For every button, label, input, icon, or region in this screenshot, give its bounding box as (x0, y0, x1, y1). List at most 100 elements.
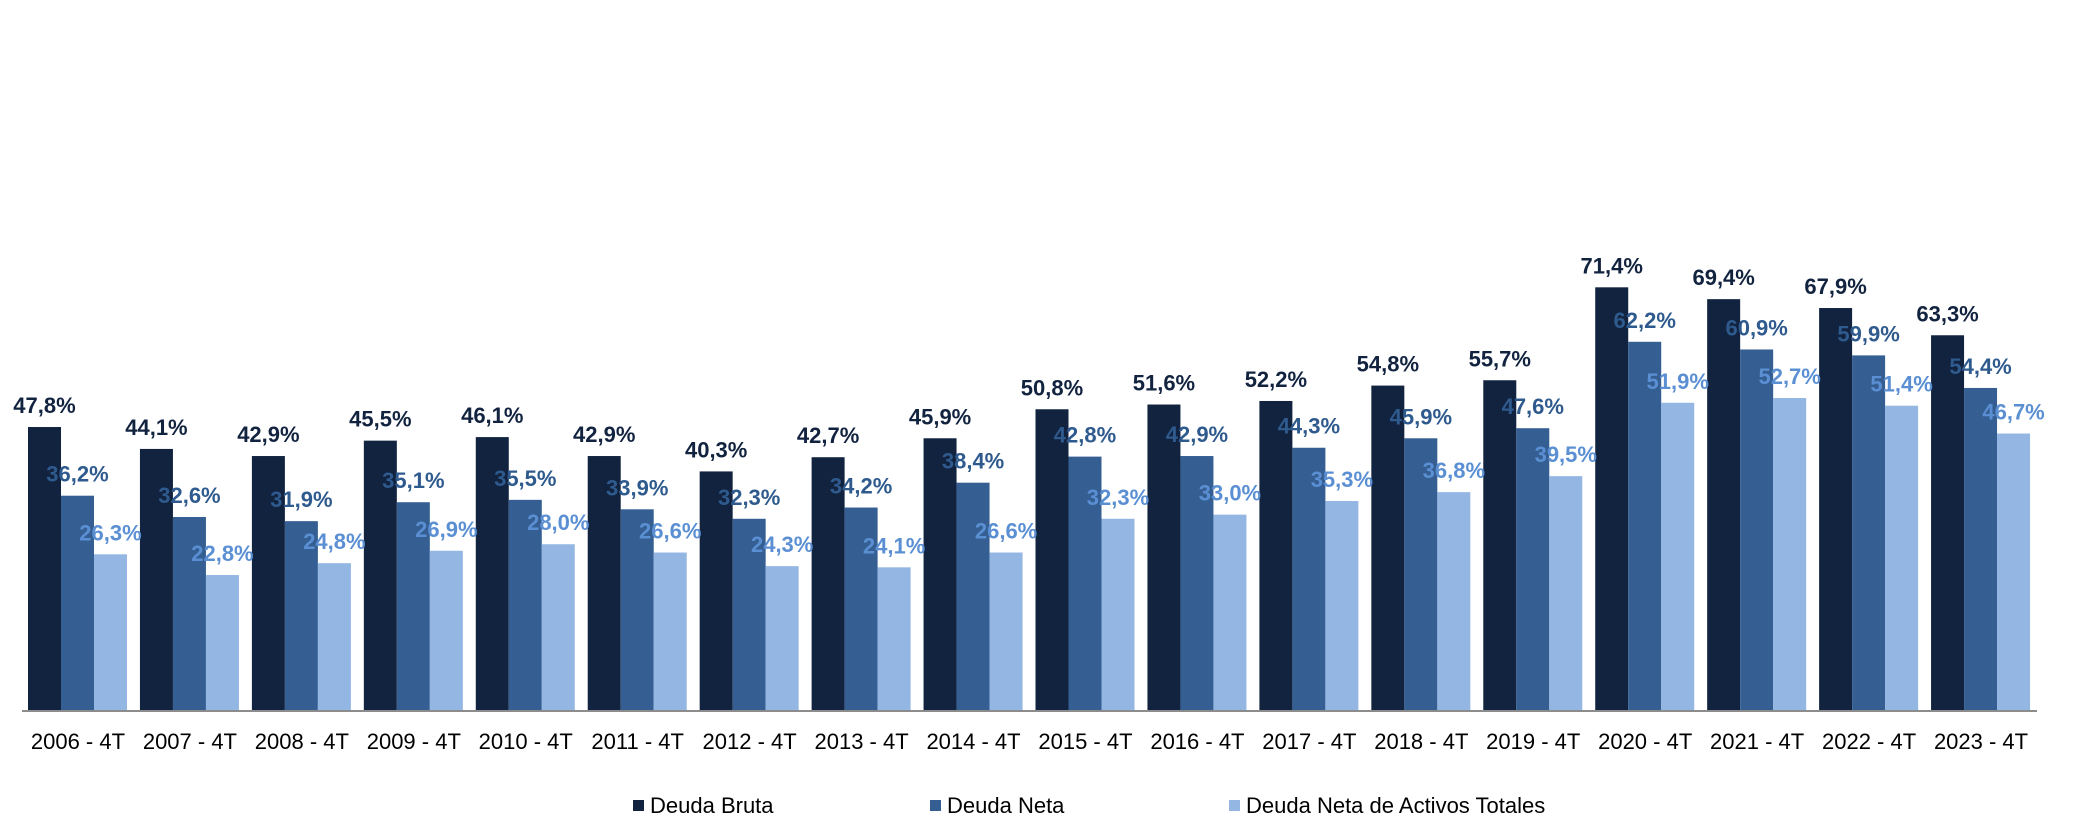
x-tick-label-18: 2023 - 4T (1934, 729, 2028, 754)
bar-deuda-bruta-9 (923, 438, 957, 710)
data-label-deuda-neta-5: 35,5% (494, 466, 556, 491)
bar-deuda-bruta-8 (811, 457, 845, 710)
data-label-deuda-neta-de-activos-totales-3: 24,8% (303, 529, 365, 554)
bar-deuda-bruta-1 (28, 427, 61, 710)
legend-swatch-3 (1229, 800, 1240, 811)
data-label-deuda-bruta-6: 42,9% (573, 422, 635, 447)
data-label-deuda-neta-de-activos-totales-8: 24,1% (863, 533, 925, 558)
data-label-deuda-bruta-11: 51,6% (1133, 371, 1195, 396)
data-label-deuda-bruta-18: 63,3% (1916, 301, 1978, 326)
data-label-deuda-bruta-12: 52,2% (1245, 367, 1307, 392)
bar-deuda-neta-de-activos-totales-1 (94, 554, 127, 710)
x-tick-label-10: 2015 - 4T (1038, 729, 1132, 754)
data-label-deuda-neta-17: 59,9% (1837, 321, 1899, 346)
data-label-deuda-neta-de-activos-totales-12: 35,3% (1311, 467, 1373, 492)
bar-deuda-neta-3 (284, 521, 318, 710)
bar-deuda-neta-de-activos-totales-15 (1661, 402, 1695, 710)
data-label-deuda-neta-de-activos-totales-7: 24,3% (751, 532, 813, 557)
bar-deuda-neta-de-activos-totales-6 (653, 552, 687, 710)
data-label-deuda-neta-2: 32,6% (158, 483, 220, 508)
bar-deuda-bruta-4 (363, 440, 397, 710)
bar-deuda-neta-14 (1516, 428, 1550, 710)
bar-deuda-neta-9 (956, 482, 990, 710)
data-label-deuda-neta-1: 36,2% (46, 462, 108, 487)
bar-deuda-bruta-14 (1483, 380, 1517, 710)
x-tick-label-4: 2009 - 4T (367, 729, 461, 754)
bar-deuda-neta-4 (396, 502, 430, 710)
bar-deuda-neta-de-activos-totales-9 (989, 552, 1023, 710)
x-tick-label-6: 2011 - 4T (591, 729, 684, 754)
data-label-deuda-bruta-5: 46,1% (461, 403, 523, 428)
bar-deuda-bruta-13 (1371, 385, 1405, 710)
bar-deuda-neta-2 (172, 517, 206, 710)
bar-deuda-neta-13 (1404, 438, 1438, 710)
x-tick-label-1: 2006 - 4T (31, 729, 125, 754)
bar-deuda-bruta-16 (1707, 299, 1741, 710)
data-label-deuda-bruta-8: 42,7% (797, 423, 859, 448)
data-label-deuda-bruta-16: 69,4% (1692, 265, 1754, 290)
bar-deuda-neta-de-activos-totales-7 (765, 566, 799, 710)
data-label-deuda-neta-9: 38,4% (942, 449, 1004, 474)
bar-deuda-neta-de-activos-totales-16 (1773, 398, 1807, 710)
bar-deuda-neta-7 (732, 518, 766, 710)
data-label-deuda-neta-de-activos-totales-1: 26,3% (79, 520, 141, 545)
data-label-deuda-bruta-15: 71,4% (1581, 253, 1643, 278)
bar-deuda-bruta-12 (1259, 400, 1293, 710)
x-tick-label-3: 2008 - 4T (255, 729, 349, 754)
legend-swatch-1 (633, 800, 644, 811)
bar-deuda-neta-de-activos-totales-12 (1325, 501, 1359, 710)
legend: Deuda Bruta Deuda Neta Deuda Neta de Activ… (633, 793, 1545, 818)
bar-deuda-neta-de-activos-totales-17 (1885, 405, 1919, 710)
bar-deuda-neta-11 (1180, 456, 1214, 710)
legend-swatch-2 (930, 800, 941, 811)
legend-label-2: Deuda Neta (947, 793, 1065, 818)
bar-deuda-neta-de-activos-totales-18 (1997, 433, 2031, 710)
bar-deuda-neta-5 (508, 499, 542, 710)
data-label-deuda-neta-de-activos-totales-5: 28,0% (527, 510, 589, 535)
x-tick-label-9: 2014 - 4T (926, 729, 1020, 754)
bar-deuda-neta-16 (1740, 349, 1774, 710)
bar-deuda-bruta-18 (1931, 335, 1965, 710)
bar-deuda-neta-de-activos-totales-13 (1437, 492, 1471, 710)
bar-deuda-neta-10 (1068, 456, 1102, 710)
x-tick-label-15: 2020 - 4T (1598, 729, 1692, 754)
data-label-deuda-neta-de-activos-totales-2: 22,8% (191, 541, 253, 566)
bar-deuda-neta-6 (620, 509, 654, 710)
data-label-deuda-neta-de-activos-totales-11: 33,0% (1199, 481, 1261, 506)
data-label-deuda-neta-de-activos-totales-18: 46,7% (1982, 400, 2044, 425)
data-label-deuda-neta-6: 33,9% (606, 475, 668, 500)
data-label-deuda-bruta-4: 45,5% (349, 407, 411, 432)
data-label-deuda-neta-de-activos-totales-4: 26,9% (415, 517, 477, 542)
data-label-deuda-neta-4: 35,1% (382, 468, 444, 493)
bar-deuda-neta-de-activos-totales-4 (429, 550, 463, 710)
bar-deuda-neta-de-activos-totales-10 (1101, 518, 1135, 710)
bar-deuda-bruta-2 (139, 448, 173, 710)
bar-deuda-bruta-3 (251, 456, 285, 710)
data-label-deuda-neta-de-activos-totales-15: 51,9% (1647, 369, 1709, 394)
bar-deuda-bruta-6 (587, 456, 621, 710)
data-label-deuda-neta-3: 31,9% (270, 487, 332, 512)
bars-group (28, 287, 2031, 710)
bar-deuda-bruta-11 (1147, 404, 1181, 710)
bar-deuda-neta-12 (1292, 447, 1326, 710)
data-label-deuda-bruta-10: 50,8% (1021, 375, 1083, 400)
data-label-deuda-neta-11: 42,9% (1166, 422, 1228, 447)
x-ticks-group: 2006 - 4T 2007 - 4T 2008 - 4T 2009 - 4T 2010… (31, 729, 2028, 754)
x-tick-label-17: 2022 - 4T (1822, 729, 1916, 754)
bar-deuda-bruta-17 (1819, 308, 1853, 710)
data-label-deuda-bruta-17: 67,9% (1804, 274, 1866, 299)
bar-labels-group: 47,8% 36,2% 26,3% 44,1% 32,6% 22,8% 42,9% 31,9%… (13, 253, 2044, 566)
data-label-deuda-bruta-9: 45,9% (909, 404, 971, 429)
x-tick-label-16: 2021 - 4T (1710, 729, 1804, 754)
bar-deuda-neta-de-activos-totales-8 (877, 567, 911, 710)
bar-deuda-neta-de-activos-totales-14 (1549, 476, 1583, 710)
data-label-deuda-neta-16: 60,9% (1725, 315, 1787, 340)
bar-deuda-neta-de-activos-totales-11 (1213, 514, 1247, 710)
x-tick-label-7: 2012 - 4T (703, 729, 797, 754)
bar-deuda-bruta-5 (475, 437, 509, 710)
bar-deuda-neta-de-activos-totales-5 (541, 544, 575, 710)
data-label-deuda-neta-de-activos-totales-17: 51,4% (1870, 372, 1932, 397)
data-label-deuda-neta-8: 34,2% (830, 474, 892, 499)
data-label-deuda-neta-de-activos-totales-14: 39,5% (1535, 442, 1597, 467)
data-label-deuda-bruta-2: 44,1% (125, 415, 187, 440)
